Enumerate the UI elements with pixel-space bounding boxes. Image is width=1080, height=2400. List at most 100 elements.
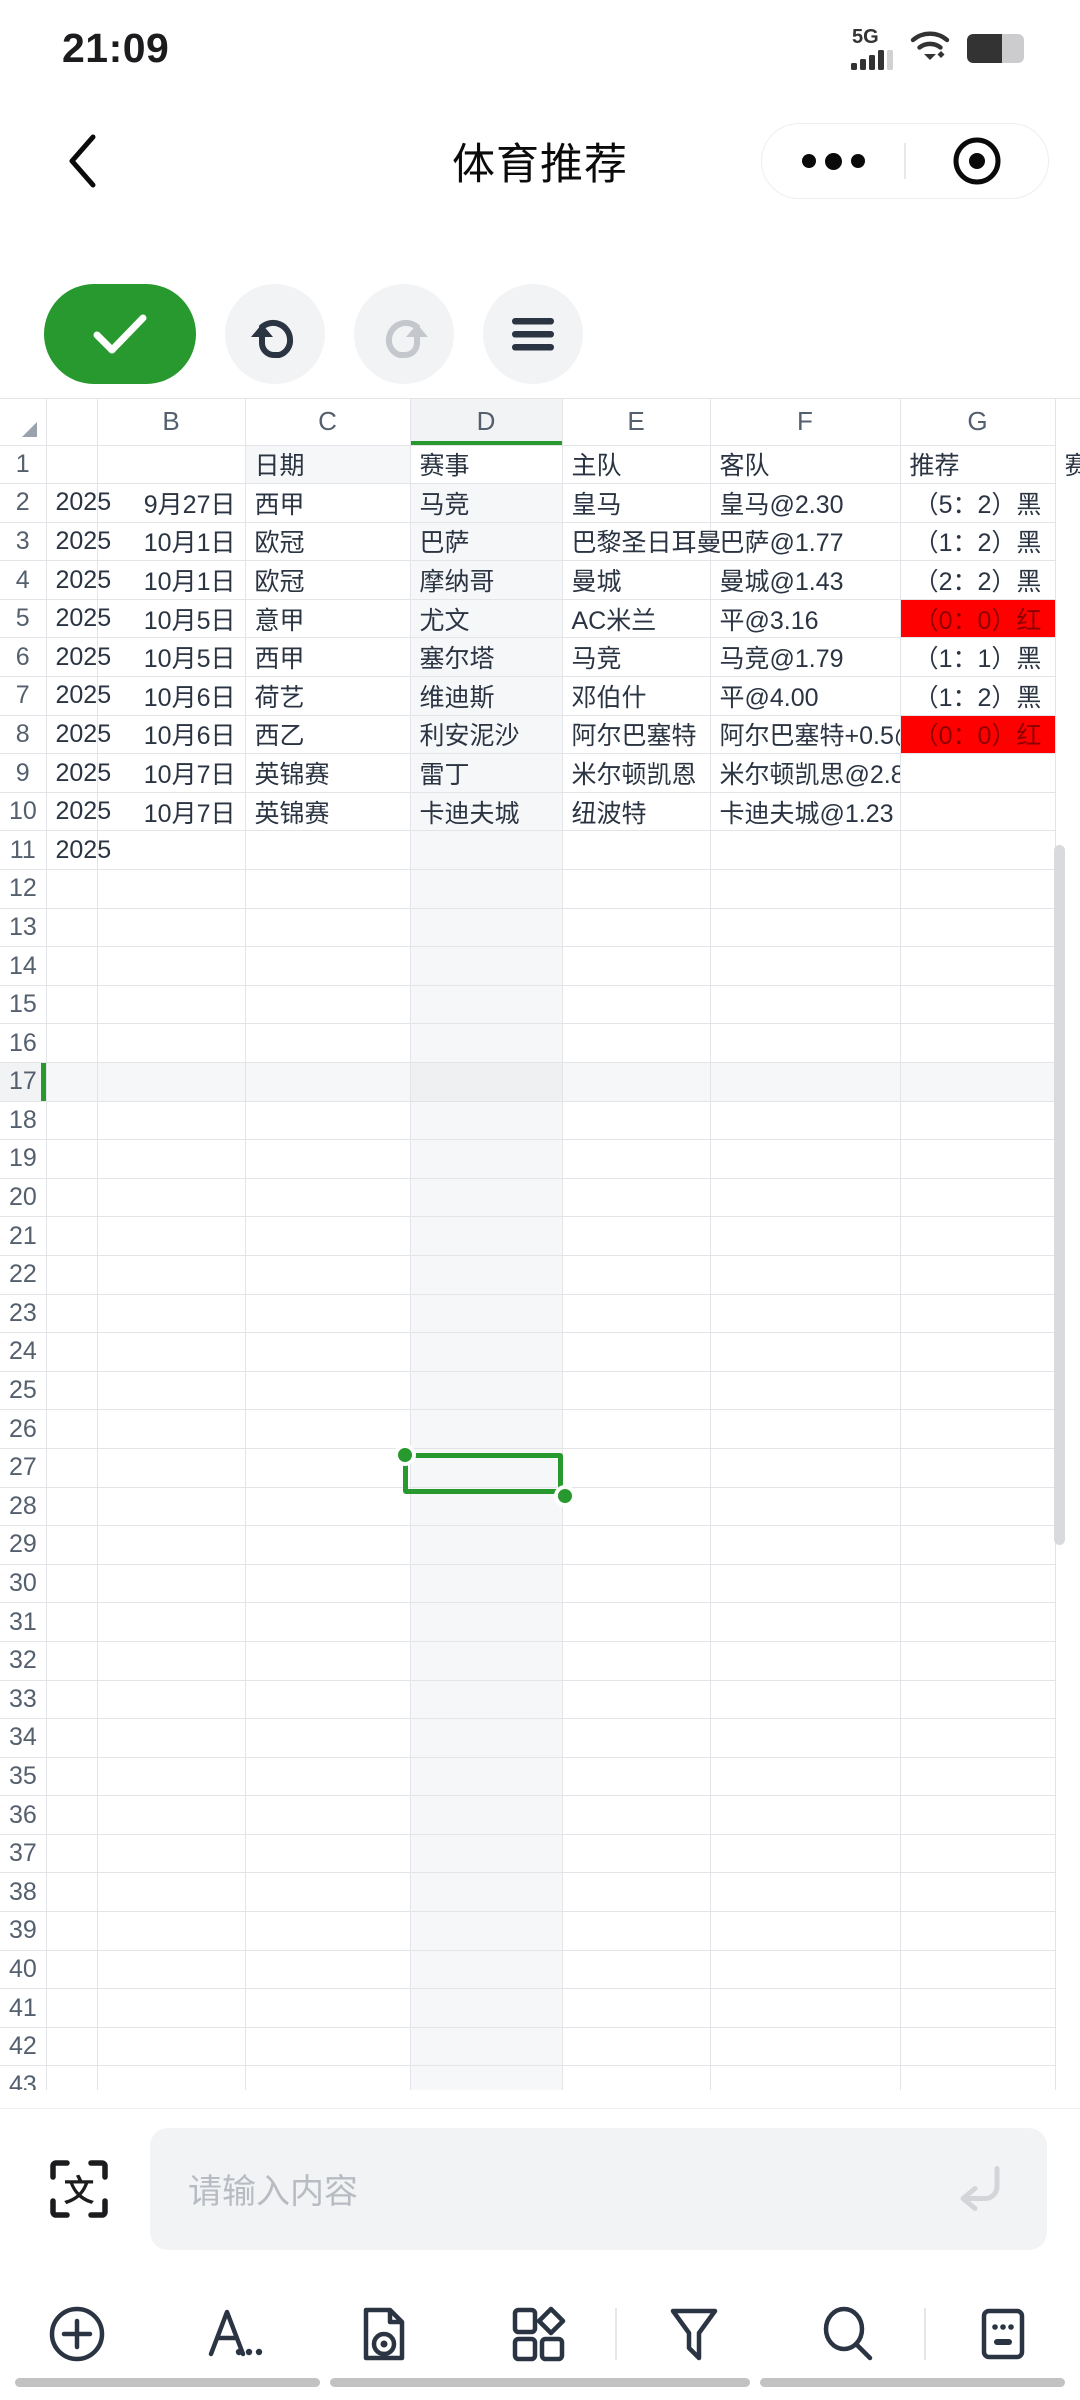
- column-header-C[interactable]: C: [245, 399, 411, 446]
- table-row[interactable]: 15: [0, 985, 1056, 1025]
- more-options-button[interactable]: [762, 152, 904, 170]
- cell-f23[interactable]: [710, 1294, 901, 1334]
- undo-button[interactable]: [225, 284, 325, 384]
- cell-d12[interactable]: [410, 869, 563, 909]
- back-button[interactable]: [40, 119, 124, 203]
- cell-d36[interactable]: [410, 1795, 563, 1835]
- cell-g22[interactable]: [900, 1255, 1056, 1295]
- vertical-scrollbar[interactable]: [1054, 845, 1065, 1545]
- cell-a34[interactable]: [46, 1718, 98, 1758]
- row-number[interactable]: 3: [0, 522, 47, 562]
- cell-b39[interactable]: [97, 1911, 246, 1951]
- cell-d34[interactable]: [410, 1718, 563, 1758]
- row-number[interactable]: 2: [0, 483, 47, 523]
- cell-b24[interactable]: [97, 1332, 246, 1372]
- table-row[interactable]: 36: [0, 1795, 1056, 1835]
- cell-a12[interactable]: [46, 869, 98, 909]
- row-number[interactable]: 18: [0, 1101, 47, 1141]
- row-number[interactable]: 7: [0, 676, 47, 716]
- cell-a4[interactable]: 2025: [46, 560, 111, 600]
- table-row[interactable]: 21: [0, 1216, 1056, 1256]
- cell-f8[interactable]: 阿尔巴塞特+0.5@0.8: [710, 715, 901, 755]
- cell-d5[interactable]: 尤文: [410, 599, 563, 639]
- cell-g29[interactable]: [900, 1525, 1056, 1565]
- cell-b2[interactable]: 9月27日: [97, 483, 246, 523]
- cell-b3[interactable]: 10月1日: [97, 522, 246, 562]
- header-cell[interactable]: 主队: [562, 445, 711, 485]
- table-row[interactable]: 29: [0, 1525, 1056, 1565]
- cell-e20[interactable]: [562, 1178, 711, 1218]
- cell-b29[interactable]: [97, 1525, 246, 1565]
- row-number[interactable]: 26: [0, 1409, 47, 1449]
- row-number[interactable]: 10: [0, 792, 47, 832]
- row-number[interactable]: 23: [0, 1294, 47, 1334]
- cell-b15[interactable]: [97, 985, 246, 1025]
- cell-a36[interactable]: [46, 1795, 98, 1835]
- cell-d29[interactable]: [410, 1525, 563, 1565]
- cell-e33[interactable]: [562, 1680, 711, 1720]
- cell-g23[interactable]: [900, 1294, 1056, 1334]
- column-header-B[interactable]: B: [97, 399, 246, 446]
- cell-g16[interactable]: [900, 1023, 1056, 1063]
- cell-b31[interactable]: [97, 1602, 246, 1642]
- cell-f4[interactable]: 曼城@1.43: [710, 560, 901, 600]
- cell-g15[interactable]: [900, 985, 1056, 1025]
- cell-e30[interactable]: [562, 1564, 711, 1604]
- cell-e26[interactable]: [562, 1409, 711, 1449]
- cell-g4[interactable]: （2：2）黑: [900, 560, 1056, 600]
- keyboard-button[interactable]: [926, 2268, 1080, 2400]
- table-row[interactable]: 12: [0, 869, 1056, 909]
- cell-b43[interactable]: [97, 2065, 246, 2090]
- row-number[interactable]: 13: [0, 908, 47, 948]
- row-number[interactable]: 22: [0, 1255, 47, 1295]
- cell-f29[interactable]: [710, 1525, 901, 1565]
- cell-b41[interactable]: [97, 1988, 246, 2028]
- cell-c23[interactable]: [245, 1294, 411, 1334]
- table-row[interactable]: 13: [0, 908, 1056, 948]
- cell-c17[interactable]: [245, 1062, 411, 1102]
- cell-b17[interactable]: [97, 1062, 246, 1102]
- cell-e18[interactable]: [562, 1101, 711, 1141]
- cell-c27[interactable]: [245, 1448, 411, 1488]
- cell-e16[interactable]: [562, 1023, 711, 1063]
- cell-e41[interactable]: [562, 1988, 711, 2028]
- cell-b32[interactable]: [97, 1641, 246, 1681]
- column-header-E[interactable]: E: [562, 399, 711, 446]
- cell-g38[interactable]: [900, 1872, 1056, 1913]
- cell-a26[interactable]: [46, 1409, 98, 1449]
- cell-f30[interactable]: [710, 1564, 901, 1604]
- table-row[interactable]: 3 2025 10月1日 欧冠 巴萨 巴黎圣日耳曼 巴萨@1.77 （1：2）黑: [0, 522, 1056, 562]
- cell-g42[interactable]: [900, 2027, 1056, 2067]
- row-number[interactable]: 31: [0, 1602, 47, 1642]
- cell-c4[interactable]: 欧冠: [245, 560, 411, 600]
- cell-f7[interactable]: 平@4.00: [710, 676, 901, 716]
- cell-a28[interactable]: [46, 1487, 98, 1527]
- cell-d26[interactable]: [410, 1409, 563, 1449]
- cell-b16[interactable]: [97, 1023, 246, 1063]
- cell-f36[interactable]: [710, 1795, 901, 1835]
- cell-d41[interactable]: [410, 1988, 563, 2028]
- table-row[interactable]: 35: [0, 1757, 1056, 1797]
- cell-e23[interactable]: [562, 1294, 711, 1334]
- cell-b37[interactable]: [97, 1834, 246, 1874]
- cell-d39[interactable]: [410, 1911, 563, 1951]
- cell-e12[interactable]: [562, 869, 711, 909]
- table-row[interactable]: 30: [0, 1564, 1056, 1604]
- table-row[interactable]: 9 2025 10月7日 英锦赛 雷丁 米尔顿凯恩 米尔顿凯思@2.87: [0, 753, 1056, 793]
- cell-c31[interactable]: [245, 1602, 411, 1642]
- cell-c29[interactable]: [245, 1525, 411, 1565]
- cell-d31[interactable]: [410, 1602, 563, 1642]
- row-number[interactable]: 32: [0, 1641, 47, 1681]
- cell-a35[interactable]: [46, 1757, 98, 1797]
- cell-a43[interactable]: [46, 2065, 98, 2090]
- cell-a10[interactable]: 2025: [46, 792, 111, 832]
- row-number[interactable]: 34: [0, 1718, 47, 1758]
- cell-c22[interactable]: [245, 1255, 411, 1295]
- cell-d18[interactable]: [410, 1101, 563, 1141]
- cell-e9[interactable]: 米尔顿凯恩: [562, 753, 711, 793]
- cell-b6[interactable]: 10月5日: [97, 637, 246, 678]
- table-row[interactable]: 5 2025 10月5日 意甲 尤文 AC米兰 平@3.16 （0：0）红: [0, 599, 1056, 639]
- cell-d23[interactable]: [410, 1294, 563, 1334]
- cell-f42[interactable]: [710, 2027, 901, 2067]
